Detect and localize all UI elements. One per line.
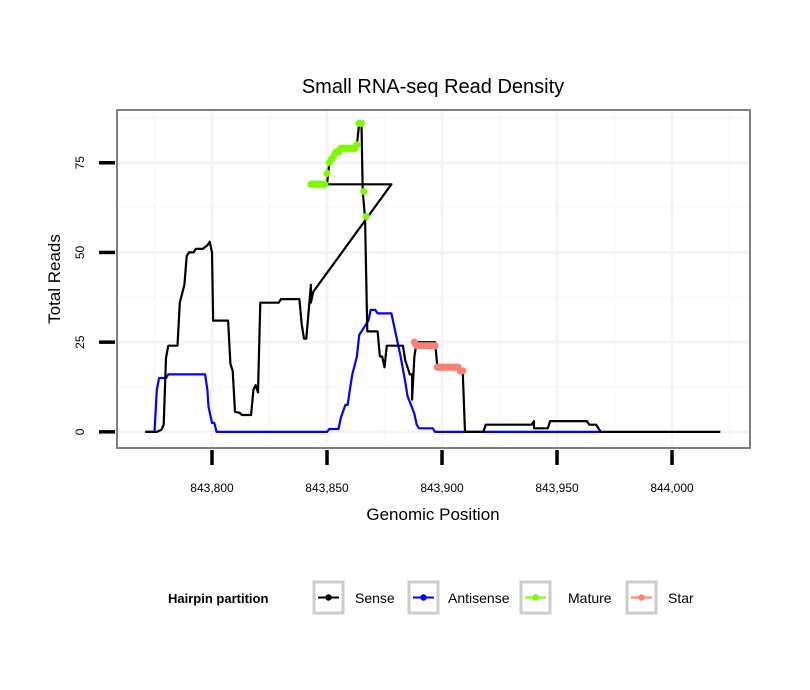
y-tick-label: 25 bbox=[73, 335, 87, 349]
antisense-line bbox=[145, 308, 601, 433]
legend-key-point bbox=[325, 594, 332, 601]
mature-point bbox=[323, 169, 331, 178]
legend-item-star: Star bbox=[625, 580, 694, 615]
plot-panel bbox=[116, 109, 751, 449]
star-point bbox=[431, 342, 439, 350]
legend-item-antisense: Antisense bbox=[407, 580, 510, 615]
legend-key-point bbox=[420, 594, 427, 601]
legend-label: Antisense bbox=[448, 590, 510, 606]
legend-title: Hairpin partition bbox=[168, 591, 268, 606]
x-tick-label: 843,850 bbox=[305, 481, 349, 495]
x-tick-label: 843,800 bbox=[190, 481, 234, 495]
x-tick-label: 843,950 bbox=[535, 481, 579, 495]
y-tick-label: 0 bbox=[73, 428, 87, 435]
y-tick-label: 75 bbox=[73, 156, 87, 170]
chart-title: Small RNA-seq Read Density bbox=[302, 76, 564, 98]
x-axis-title: Genomic Position bbox=[366, 505, 499, 524]
mature-point bbox=[321, 180, 329, 188]
legend-label: Mature bbox=[568, 590, 612, 606]
legend-label: Sense bbox=[355, 590, 395, 606]
grid bbox=[118, 111, 749, 447]
legend-item-mature: Mature bbox=[519, 580, 612, 615]
legend-label: Star bbox=[668, 590, 694, 606]
x-axis: 843,800 843,850 843,900 843,950 844,000 bbox=[190, 450, 694, 495]
series-star bbox=[410, 338, 467, 375]
mature-point bbox=[353, 141, 361, 149]
series-layer bbox=[145, 119, 721, 433]
mature-point bbox=[357, 119, 366, 127]
x-tick-label: 844,000 bbox=[650, 481, 694, 495]
mature-point bbox=[360, 187, 368, 196]
series-antisense bbox=[145, 308, 601, 433]
y-axis-title: Total Reads bbox=[45, 234, 64, 324]
legend: Hairpin partition Sense Antisense Mature St… bbox=[168, 580, 694, 615]
y-tick-label: 50 bbox=[73, 245, 87, 259]
star-point bbox=[459, 367, 467, 375]
legend-item-sense: Sense bbox=[312, 580, 395, 615]
x-tick-label: 843,900 bbox=[420, 481, 464, 495]
y-axis: 0 25 50 75 bbox=[73, 156, 115, 435]
series-mature bbox=[307, 119, 370, 221]
mature-point bbox=[362, 212, 370, 221]
legend-key-point bbox=[638, 594, 645, 601]
legend-key-point bbox=[532, 594, 539, 601]
